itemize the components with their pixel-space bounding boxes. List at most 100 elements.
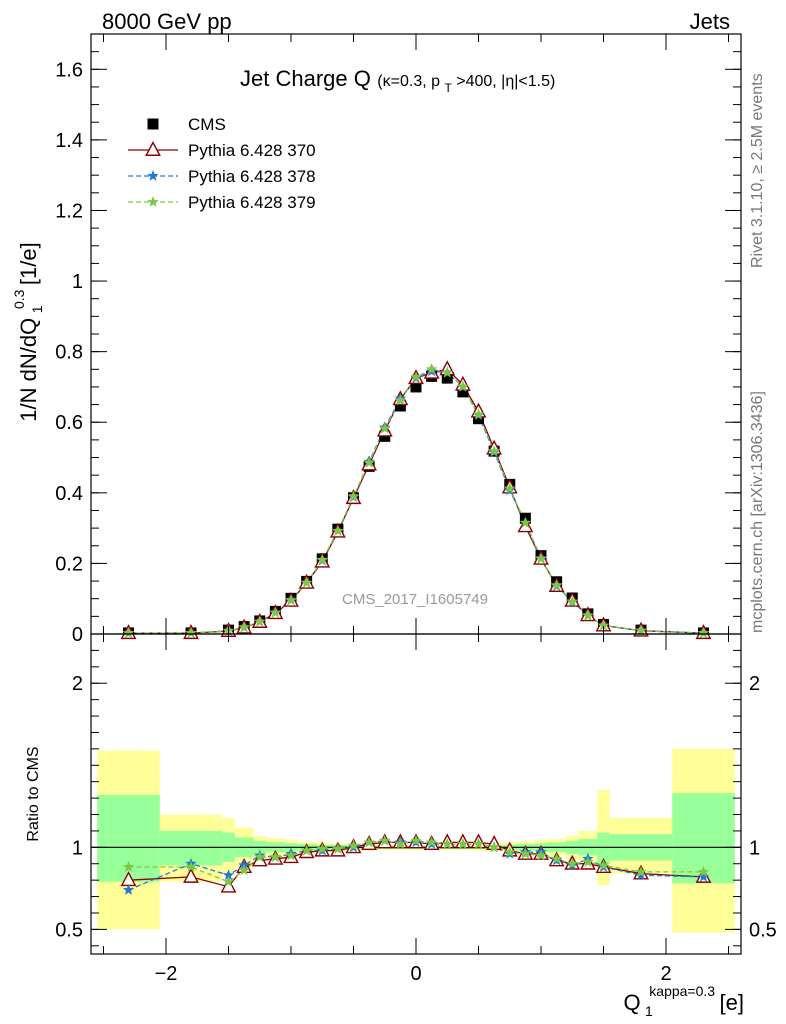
y-label-sub: 1 [29,305,45,313]
main-point-3-3 [238,621,250,633]
main-point-3-18 [472,408,485,420]
main-point-3-12 [379,422,391,434]
main-point-3-27 [635,624,647,636]
ratio-ytick-label-right-2: 2 [749,673,760,695]
ratio-point-2-6 [285,849,297,861]
ratio-point-2-0 [122,861,135,872]
ratio-point-2-19 [488,841,500,853]
ratio-point-2-26 [597,859,610,871]
ratio-point-2-1 [185,861,197,872]
main-panel: 0 0.2 0.4 0.6 0.8 1 1.2 1.4 1.6 Jet Charge Q (κ=… [11,33,742,646]
ratio-point-2-28 [697,865,710,877]
ratio-point-2-20 [504,846,516,858]
ratio-point-1-27 [635,869,647,881]
ratio-point-2-23 [550,852,563,864]
y-label-sup: 0.3 [11,289,27,309]
main-ytick-label-8: 1.6 [55,59,83,81]
ratio-y-ticks: 0.5 0.5 1 1 2 2 [55,649,777,947]
x-tick-label-2: 2 [660,963,671,985]
main-point-3-10 [347,490,360,502]
ratio-point-2-2 [222,875,235,887]
ratio-series-line-2 [128,840,704,883]
y-label-suffix: [1/e] [16,242,41,285]
ratio-point-2-13 [394,838,407,849]
ratio-series-points-2 [122,834,710,887]
main-point-3-8 [316,553,328,565]
main-point-3-25 [582,609,594,621]
main-point-3-21 [519,516,532,528]
legend-marker-3 [147,196,159,207]
ratio-point-2-4 [254,851,266,862]
ratio-ytick-label-2: 2 [72,673,83,695]
ratio-point-2-16 [441,838,453,849]
ratio-y-axis-label: Ratio to CMS [25,746,42,841]
ratio-point-2-9 [332,843,344,854]
main-point-3-14 [410,371,422,382]
main-point-3-19 [488,445,500,456]
watermark-label: CMS_2017_I1605749 [342,591,488,608]
ratio-point-2-27 [635,865,647,877]
x-tick-label-0: −2 [155,963,178,985]
main-point-3-15 [425,363,438,375]
ratio-point-0-1 [183,867,199,883]
main-point-3-4 [254,615,266,627]
x-axis-label: Q 1 kappa=0.3 [e] [623,983,744,1020]
ratio-point-2-18 [472,838,485,849]
ratio-point-2-14 [410,834,422,846]
main-y-axis-label: 1/N dN/dQ 1 0.3 [1/e] [11,242,46,421]
main-point-3-26 [597,619,610,631]
main-point-3-6 [285,594,297,606]
chart-title: Jet Charge Q (κ=0.3, p T >400, |η|<1.5) [240,66,555,96]
chart-title-rest: >400, |η|<1.5) [456,73,555,90]
chart-title-main: Jet Charge Q [240,66,371,91]
ratio-panel: 0.5 0.5 1 1 2 2 −2 0 2 Ratio to CMS Q 1 kappa=0… [25,633,777,1020]
ratio-point-2-7 [300,844,313,856]
chart-title-kappa: (κ=0.3, p [377,73,440,90]
ratio-ytick-label-right-0: 0.5 [749,919,777,941]
energy-label: 8000 GeV pp [102,9,232,34]
main-point-3-1 [185,627,197,638]
main-point-3-23 [550,579,563,591]
ratio-x-ticks: −2 0 2 [103,634,729,985]
main-point-3-20 [504,482,516,494]
main-point-0-17 [457,386,469,398]
ratio-point-2-15 [425,836,438,848]
main-point-3-13 [394,394,407,406]
y-label-prefix: 1/N dN/dQ [16,318,41,422]
ratio-point-2-17 [457,838,469,849]
legend-label-0: CMS [188,115,226,134]
ratio-point-2-25 [582,856,594,867]
main-ytick-label-4: 0.8 [55,342,83,364]
main-series-points-3 [122,363,710,638]
chart-title-pt-sub: T [444,81,452,95]
legend-label-2: Pythia 6.428 378 [188,167,316,186]
ratio-point-2-10 [347,839,360,851]
main-point-3-0 [122,627,135,638]
main-ytick-label-0: 0 [72,624,83,646]
main-point-0-13 [394,400,406,412]
ratio-point-0-2 [220,877,237,893]
main-point-3-5 [269,606,282,618]
ratio-frame [90,633,742,955]
x-label-suffix: [e] [720,990,744,1015]
main-point-3-22 [535,552,547,564]
main-plot-area [120,360,712,640]
main-ytick-label-1: 0.2 [55,553,83,575]
x-label-prefix: Q [623,990,640,1015]
x-label-sub: 1 [645,1003,653,1019]
x-label-sup: kappa=0.3 [649,983,715,999]
ratio-ytick-label-right-1: 1 [749,837,760,859]
main-point-0-14 [410,381,422,393]
ratio-point-2-5 [269,851,282,862]
ratio-point-2-11 [363,836,375,848]
legend-label-3: Pythia 6.428 379 [188,193,316,212]
main-ytick-label-2: 0.4 [55,483,83,505]
main-ytick-label-5: 1 [72,271,83,293]
x-tick-label-1: 0 [410,963,421,985]
legend: CMS Pythia 6.428 370 Pythia 6.428 378 Pythi… [128,115,316,212]
rivet-label: Rivet 3.1.10, ≥ 2.5M events [749,73,766,268]
category-label: Jets [690,9,730,34]
legend-label-1: Pythia 6.428 370 [188,141,316,160]
main-point-3-16 [441,366,453,378]
